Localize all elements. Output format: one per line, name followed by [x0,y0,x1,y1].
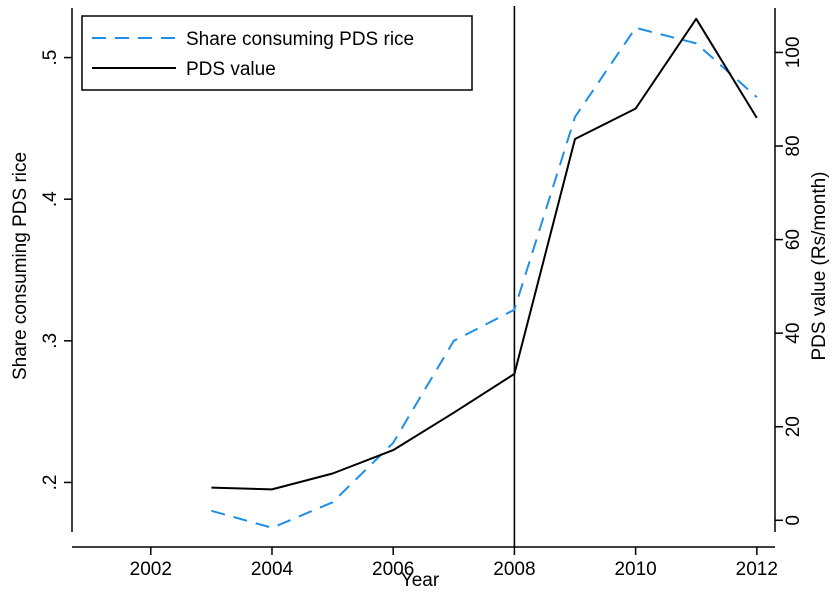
x-tick-label: 2012 [736,559,778,580]
y-left-tick-label: .5 [40,50,61,66]
series-line-pds-value [211,17,758,491]
x-tick-label: 2002 [130,559,172,580]
x-axis-title: Year [401,570,440,591]
y-right-tick-label: 0 [783,515,804,526]
y-axis-title-right: PDS value (Rs/month) [809,171,830,360]
y-right-tick-label: 40 [783,323,804,344]
legend-label-share: Share consuming PDS rice [186,29,414,50]
legend: Share consuming PDS rice PDS value [81,15,473,91]
y-axis-title-left: Share consuming PDS rice [10,152,31,380]
legend-label-pds-value: PDS value [186,59,276,80]
y-left-tick-label: .4 [40,191,61,207]
x-tick-label: 2006 [372,559,414,580]
y-right-tick-label: 100 [783,37,804,69]
x-tick-label: 2008 [493,559,535,580]
legend-box [81,15,473,91]
y-left-tick-label: .3 [40,333,61,349]
y-right-tick-label: 80 [783,135,804,156]
series-group [211,6,758,547]
y-right-tick-label: 20 [783,416,804,437]
y-left-tick-label: .2 [40,475,61,491]
series-line-share [211,26,758,529]
axes-group: .2 .3 .4 .5 0 20 40 60 80 100 2002 2004 2006 2008 2010… [40,8,804,580]
x-tick-label: 2004 [251,559,294,580]
x-tick-label: 2010 [614,559,656,580]
y-right-tick-label: 60 [783,229,804,250]
